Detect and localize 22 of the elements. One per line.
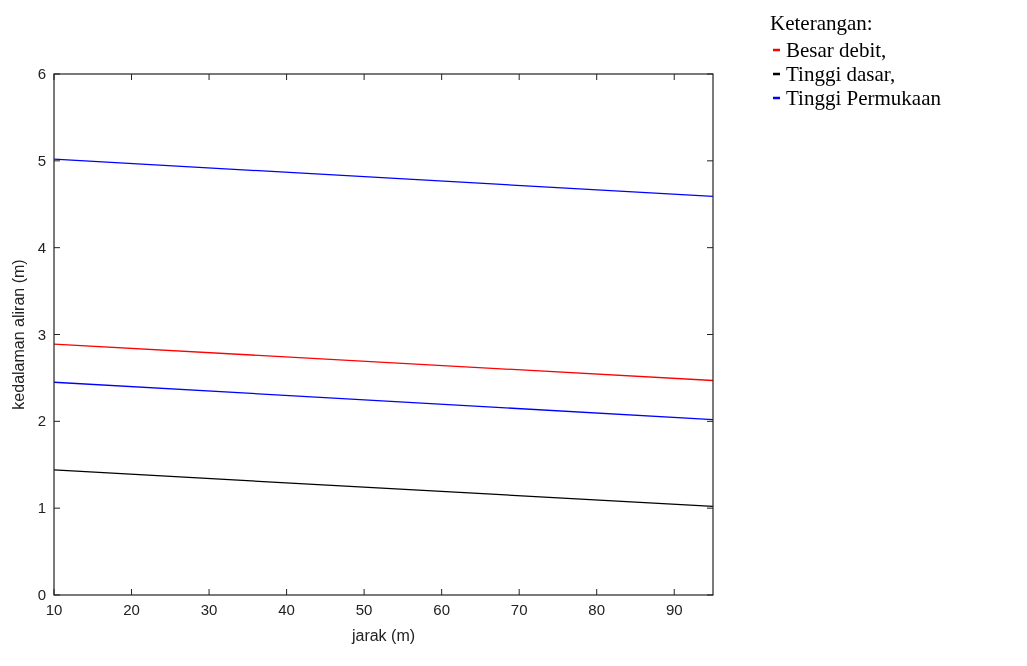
- legend-title: Keterangan:: [770, 11, 873, 35]
- y-tick-label: 5: [37, 151, 46, 169]
- x-tick-label: 40: [278, 601, 295, 618]
- x-tick-label: 90: [665, 601, 683, 618]
- y-tick-label: 0: [37, 586, 46, 603]
- y-axis-title: kedalaman aliran (m): [10, 259, 27, 410]
- x-tick-label: 80: [588, 601, 606, 618]
- y-tick-label: 6: [37, 65, 46, 82]
- y-tick-label: 3: [37, 325, 46, 343]
- x-tick-label: 70: [510, 601, 528, 618]
- y-tick-label: 4: [37, 238, 46, 256]
- x-tick-label: 30: [200, 601, 218, 618]
- legend-label: Besar debit,: [786, 38, 887, 62]
- y-tick-label: 2: [37, 412, 46, 430]
- x-tick-label: 20: [123, 601, 140, 618]
- y-tick-label: 1: [37, 499, 46, 517]
- x-tick-label: 50: [355, 601, 373, 618]
- x-tick-label: 60: [433, 601, 450, 618]
- legend-label: Tinggi dasar,: [786, 62, 896, 86]
- x-axis-title: jarak (m): [350, 627, 416, 644]
- legend-label: Tinggi Permukaan: [786, 86, 942, 110]
- x-tick-label: 10: [45, 601, 63, 618]
